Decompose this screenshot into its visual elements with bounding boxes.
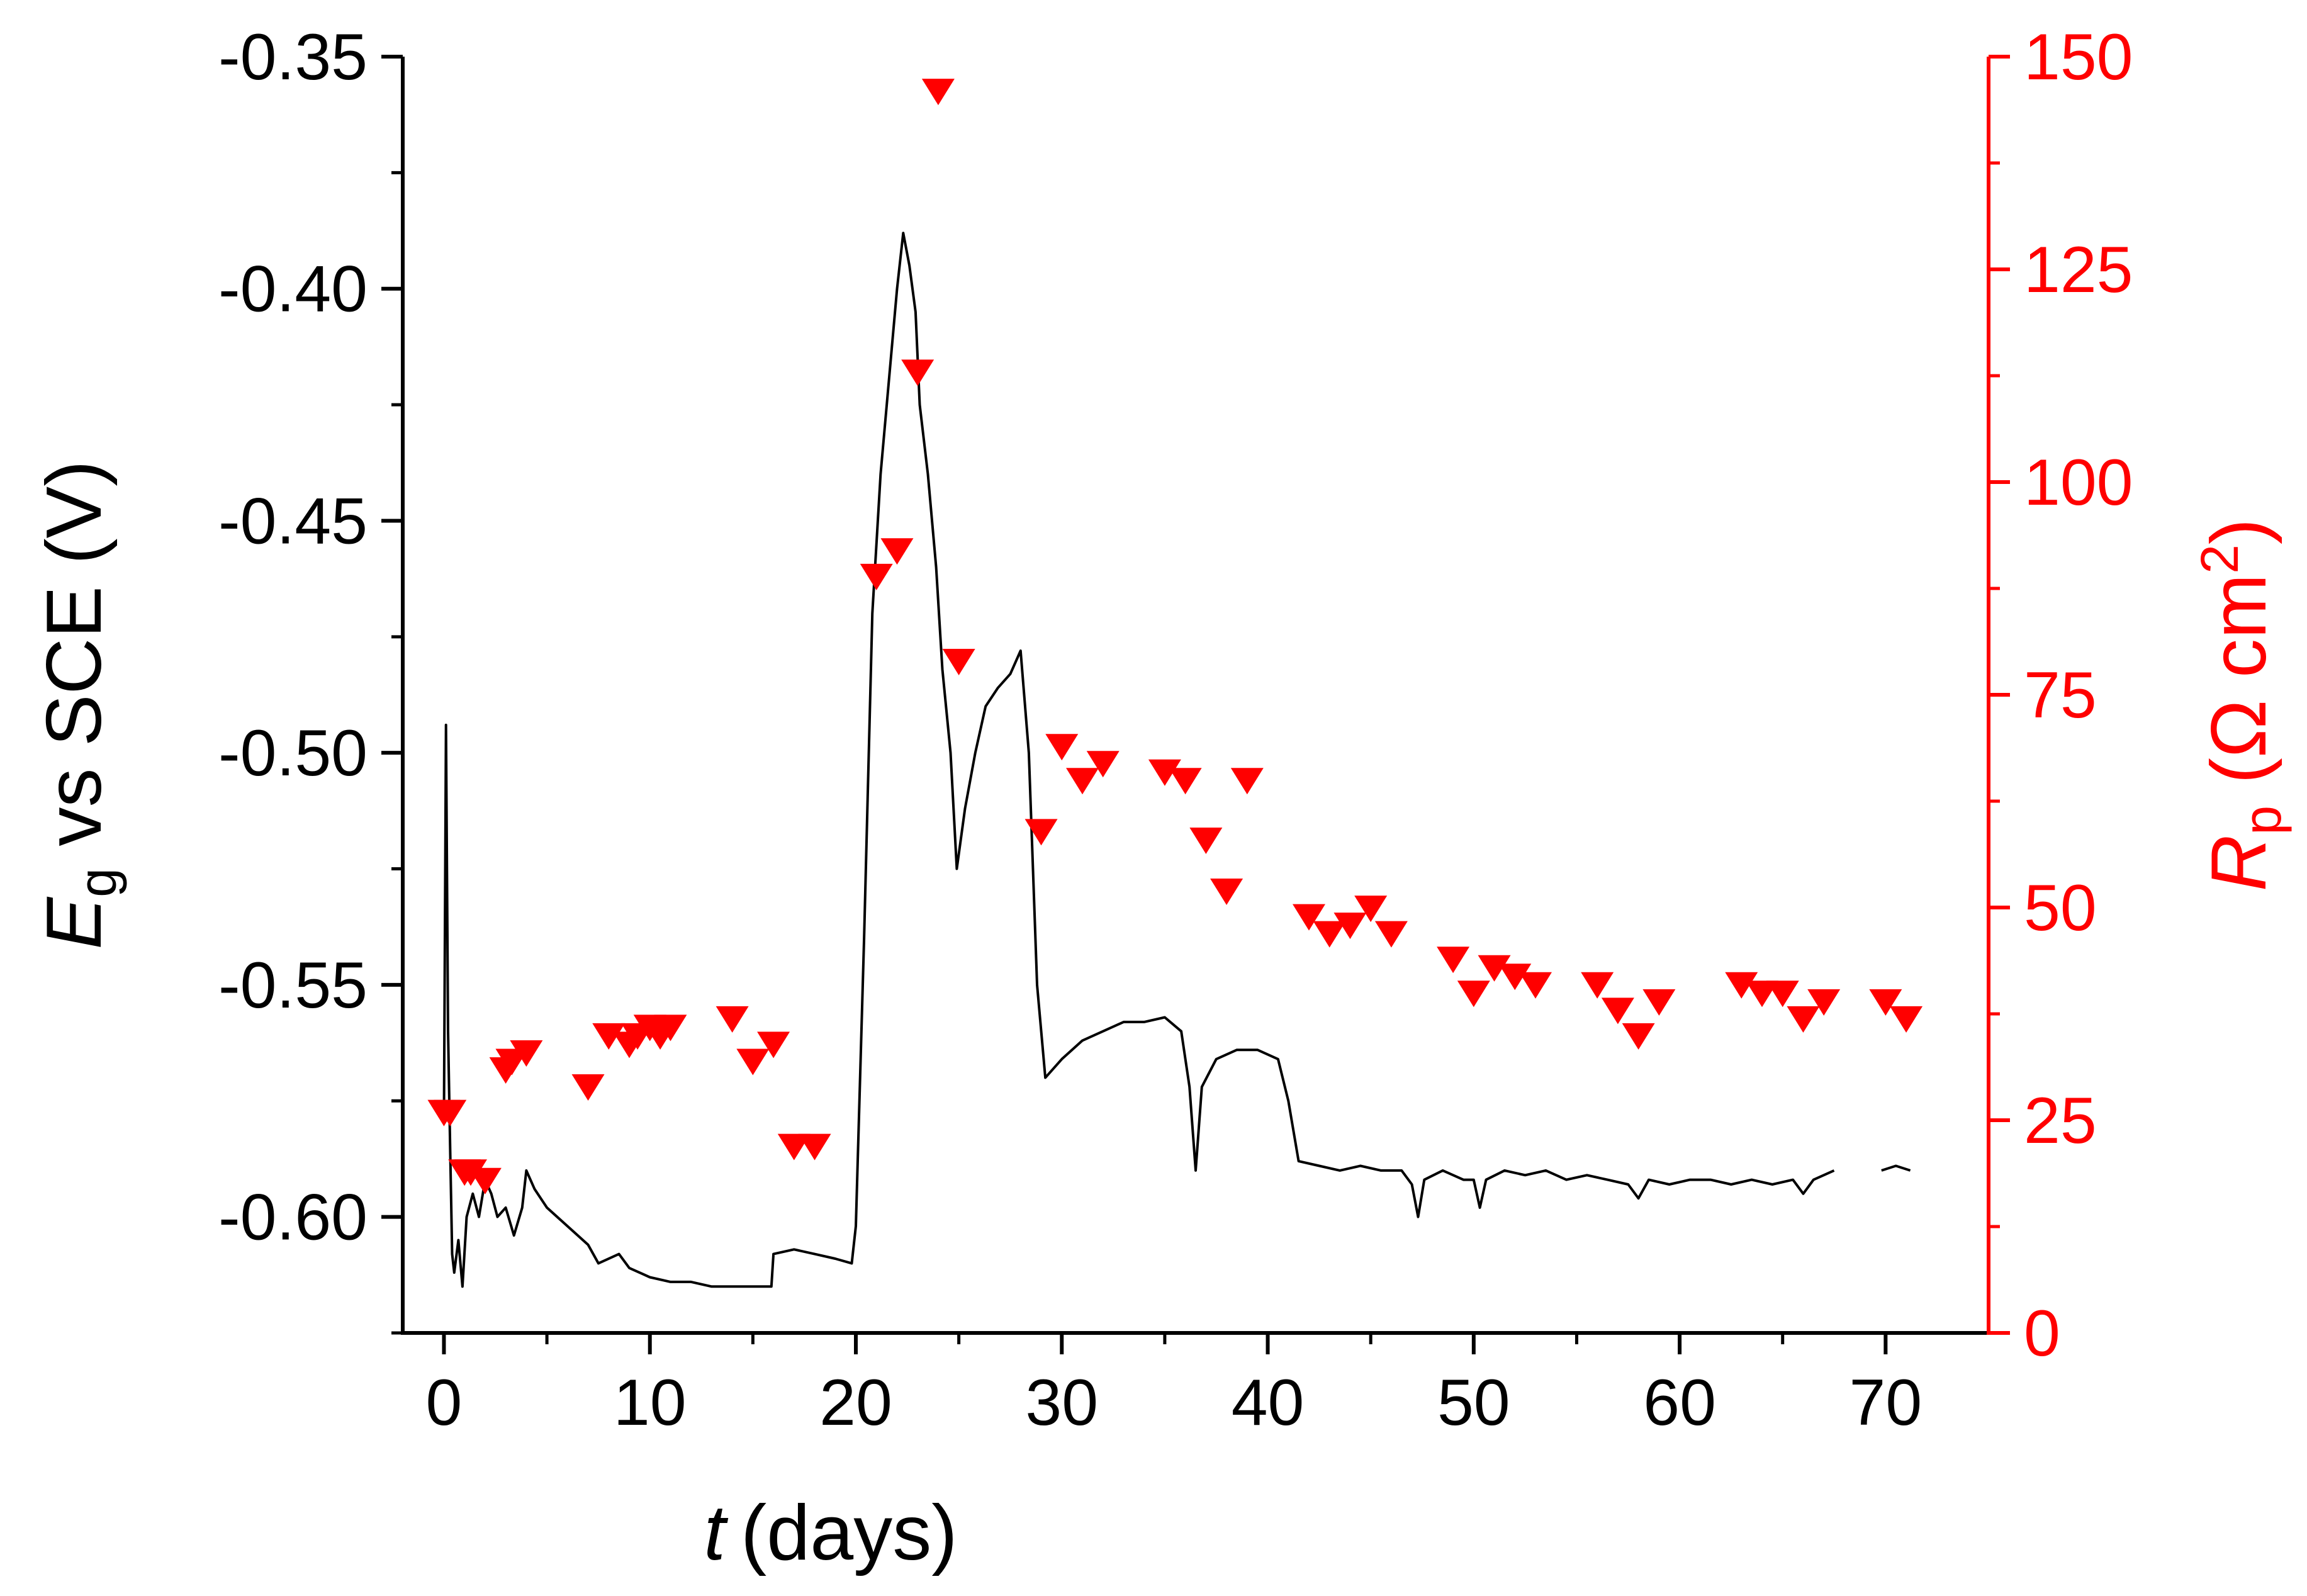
rp-data-point <box>1024 819 1058 846</box>
left-tick-label: -0.40 <box>218 253 368 326</box>
right-tick-label: 0 <box>2024 1297 2060 1370</box>
x-tick-label: 70 <box>1850 1366 1923 1439</box>
right-tick-label: 50 <box>2024 872 2097 945</box>
right-tick-label: 100 <box>2024 446 2133 519</box>
rp-data-point <box>1581 972 1614 999</box>
right-tick-label: 150 <box>2024 21 2133 94</box>
x-axis-title-var: t <box>704 1490 729 1576</box>
eg-series-line <box>442 232 1835 1288</box>
rp-data-point <box>757 1031 790 1059</box>
right-axis-title-sup: 2 <box>2190 544 2249 574</box>
right-axis-title-open: (Ω cm <box>2196 574 2282 806</box>
x-axis-ticks: 0 10 20 30 40 50 60 70 <box>426 1333 1923 1439</box>
left-axis-ticks: -0.60 -0.55 -0.50 -0.45 -0.40 -0.35 <box>218 21 403 1335</box>
rp-data-point <box>1169 768 1202 795</box>
rp-data-point <box>1230 768 1264 795</box>
rp-data-point <box>1313 921 1346 948</box>
right-tick-label: 25 <box>2024 1084 2097 1157</box>
right-axis-title-var: R <box>2196 835 2282 892</box>
right-axis-title: Rp (Ω cm2) <box>2190 519 2292 891</box>
rp-data-point <box>1890 1006 1923 1033</box>
rp-data-point <box>1601 998 1634 1025</box>
x-tick-label: 0 <box>426 1366 463 1439</box>
rp-data-point <box>1725 972 1758 999</box>
x-tick-label: 50 <box>1437 1366 1510 1439</box>
right-axis-ticks: 0 25 50 75 100 125 150 <box>1989 21 2133 1370</box>
x-axis-title-unit: (days) <box>741 1490 958 1576</box>
rp-data-point <box>942 649 975 676</box>
right-tick-label: 125 <box>2024 233 2133 306</box>
left-axis-title-sub: g <box>68 868 127 897</box>
x-axis-title: t (days) <box>704 1490 958 1576</box>
rp-data-point <box>1622 1023 1655 1050</box>
rp-data-point <box>1148 759 1181 786</box>
left-tick-label: -0.50 <box>218 717 368 790</box>
rp-data-point <box>1333 913 1367 940</box>
rp-data-point <box>1086 751 1120 778</box>
rp-data-point <box>736 1048 770 1076</box>
rp-data-point <box>901 359 935 386</box>
rp-data-point <box>654 1014 687 1042</box>
rp-data-point <box>777 1133 811 1160</box>
rp-data-point <box>1189 827 1223 854</box>
left-tick-label: -0.60 <box>218 1181 368 1254</box>
left-tick-label: -0.35 <box>218 21 368 94</box>
rp-data-point <box>880 538 914 565</box>
rp-data-point <box>798 1133 831 1160</box>
rp-data-point <box>1066 768 1099 795</box>
rp-data-point <box>454 1159 487 1186</box>
rp-data-point <box>1045 734 1079 761</box>
rp-data-point <box>510 1040 543 1067</box>
left-tick-label: -0.45 <box>218 485 368 558</box>
rp-data-point <box>1498 964 1532 991</box>
rp-data-point <box>1766 981 1799 1008</box>
rp-data-point <box>860 563 893 590</box>
right-axis-title-sub: p <box>2233 806 2292 835</box>
rp-data-point <box>592 1023 626 1050</box>
rp-marker-layer <box>427 79 1923 1194</box>
rp-data-point <box>468 1167 502 1194</box>
rp-data-point <box>716 1006 749 1033</box>
rp-data-point <box>1437 947 1470 974</box>
rp-data-point <box>571 1074 605 1101</box>
eg-series-line <box>1881 1164 1911 1172</box>
rp-data-point <box>1519 972 1552 999</box>
rp-data-point <box>921 79 955 106</box>
rp-data-point <box>1374 921 1408 948</box>
x-tick-label: 60 <box>1643 1366 1716 1439</box>
x-tick-label: 20 <box>819 1366 892 1439</box>
rp-data-point <box>1210 879 1243 906</box>
left-axis-title-var: E <box>31 897 118 950</box>
right-axis-title-close: ) <box>2196 519 2282 544</box>
eg-line-layer <box>442 232 1911 1288</box>
left-axis-title-rest: vs SCE (V) <box>31 460 118 868</box>
rp-data-point <box>1746 981 1778 1008</box>
rp-data-point <box>1293 904 1325 931</box>
right-tick-label: 75 <box>2024 659 2097 732</box>
rp-data-point <box>1642 989 1676 1016</box>
x-tick-label: 10 <box>614 1366 687 1439</box>
rp-data-point <box>1869 989 1902 1016</box>
rp-data-point <box>434 1099 467 1127</box>
rp-data-point <box>1354 896 1388 923</box>
left-tick-label: -0.55 <box>218 949 368 1022</box>
x-tick-label: 40 <box>1232 1366 1305 1439</box>
x-tick-label: 30 <box>1025 1366 1098 1439</box>
left-axis-title: Eg vs SCE (V) <box>31 460 127 949</box>
rp-data-point <box>1807 989 1841 1016</box>
rp-data-point <box>1478 955 1511 982</box>
rp-data-point <box>1787 1006 1820 1033</box>
rp-data-point <box>1457 981 1490 1008</box>
